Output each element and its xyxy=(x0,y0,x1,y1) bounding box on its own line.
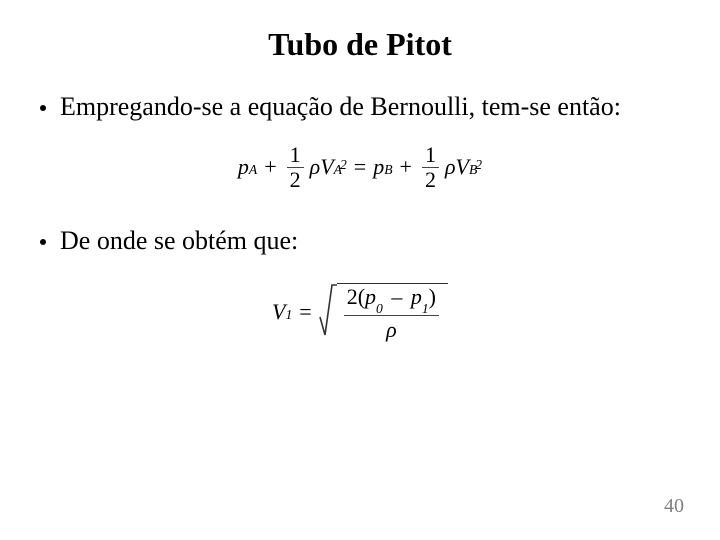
bullet-dot-icon-2 xyxy=(40,239,46,245)
slide: Tubo de Pitot Empregando-se a equação de… xyxy=(0,0,720,540)
bullet-item-2: De onde se obtém que: xyxy=(40,225,680,258)
eq1-p: p xyxy=(238,154,249,180)
eq1-pA-sub: A xyxy=(249,162,257,178)
eq1-V1: V xyxy=(320,154,333,180)
eq1-half-1: 1 2 xyxy=(287,144,304,191)
eq1-half2-num: 1 xyxy=(422,144,439,167)
page-number: 40 xyxy=(664,495,684,518)
eq1-pB-sub: B xyxy=(384,162,392,178)
eq2-minus: – xyxy=(391,284,402,309)
eq1-pA: pA xyxy=(238,154,257,180)
eq1-rho2: ρ xyxy=(445,154,456,180)
equation-2: V1 = 2(p0 – p1) xyxy=(272,283,448,341)
bullet-item-1: Empregando-se a equação de Bernoulli, te… xyxy=(40,91,680,124)
eq1-pB-p: p xyxy=(373,154,384,180)
equals-2: = xyxy=(299,299,311,325)
eq1-VB-sup: 2 xyxy=(475,157,482,173)
eq2-den: ρ xyxy=(383,316,400,341)
equals-1: = xyxy=(354,154,366,180)
eq1-V2: V xyxy=(456,154,469,180)
eq1-rhoVA2: ρVA2 xyxy=(310,154,347,180)
eq2-p0-sub: 0 xyxy=(376,301,383,316)
eq2-frac: 2(p0 – p1) ρ xyxy=(344,286,439,341)
equation-1-container: pA + 1 2 ρVA2 = pB + 1 2 ρVB2 xyxy=(40,144,680,191)
eq1-half-2: 1 2 xyxy=(422,144,439,191)
eq2-num: 2(p0 – p1) xyxy=(344,286,439,315)
eq1-rho1: ρ xyxy=(310,154,321,180)
radical-icon xyxy=(319,283,337,341)
eq1-pB: pB xyxy=(373,154,392,180)
eq2-V: V xyxy=(272,299,285,325)
slide-title: Tubo de Pitot xyxy=(40,26,680,63)
eq2-two: 2 xyxy=(347,284,358,309)
eq2-p1-sub: 1 xyxy=(422,301,429,316)
eq1-half1-num: 1 xyxy=(287,144,304,167)
eq2-V1: V1 xyxy=(272,299,292,325)
eq1-half1-den: 2 xyxy=(287,168,304,191)
plus-2: + xyxy=(400,154,412,180)
eq1-half2-den: 2 xyxy=(422,168,439,191)
eq1-VA-sup: 2 xyxy=(340,157,347,173)
eq2-p1-p: p xyxy=(411,284,422,309)
eq2-p0: p0 xyxy=(365,284,383,309)
eq2-sqrt: 2(p0 – p1) ρ xyxy=(319,283,448,341)
eq2-radicand: 2(p0 – p1) ρ xyxy=(337,283,448,341)
eq2-p1: p1 xyxy=(411,284,429,309)
eq2-p0-p: p xyxy=(365,284,376,309)
bullet-text-1: Empregando-se a equação de Bernoulli, te… xyxy=(60,91,621,124)
eq2-V1-sub: 1 xyxy=(285,307,292,323)
equation-2-container: V1 = 2(p0 – p1) xyxy=(40,283,680,341)
plus-1: + xyxy=(264,154,276,180)
eq1-rhoVB2: ρVB2 xyxy=(445,154,482,180)
bullet-text-2: De onde se obtém que: xyxy=(60,225,298,258)
equation-1: pA + 1 2 ρVA2 = pB + 1 2 ρVB2 xyxy=(238,144,482,191)
bullet-dot-icon xyxy=(40,105,46,111)
